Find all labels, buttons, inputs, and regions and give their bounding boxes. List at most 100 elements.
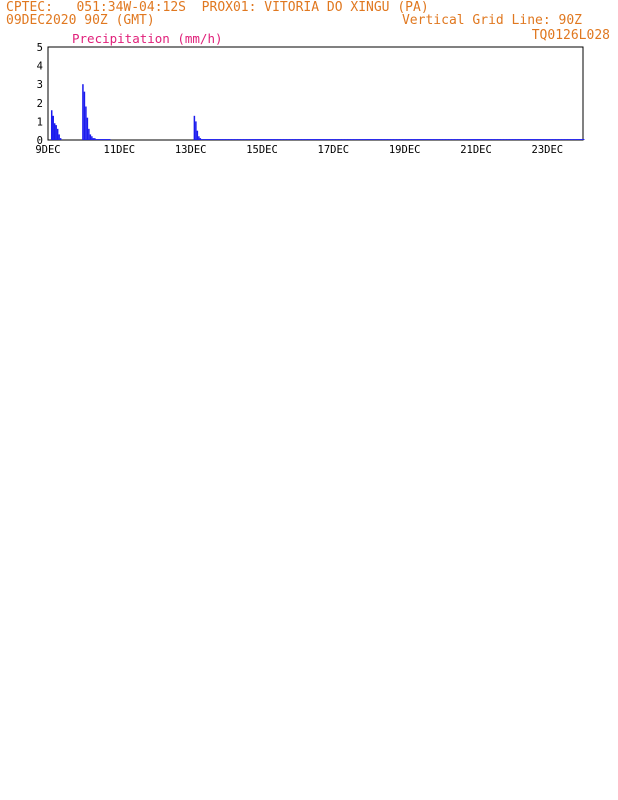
precip-bar bbox=[400, 139, 402, 140]
precip-bar bbox=[444, 139, 447, 140]
precip-bar bbox=[270, 139, 273, 140]
precip-bar bbox=[297, 139, 300, 140]
precip-bar bbox=[311, 139, 313, 140]
precip-bar bbox=[269, 139, 271, 140]
header-line1: CPTEC: 051:34W-04:12S PROX01: VITORIA DO… bbox=[6, 0, 429, 15]
precip-bar bbox=[207, 139, 209, 140]
precip-bar bbox=[480, 139, 482, 140]
precip-bar bbox=[266, 139, 268, 140]
precip-bar bbox=[413, 139, 416, 140]
precip-bar bbox=[208, 139, 210, 140]
precip-bar bbox=[195, 121, 197, 140]
precip-bar bbox=[416, 139, 419, 140]
precip-bar bbox=[97, 139, 99, 140]
precip-bar bbox=[276, 139, 279, 140]
precip-bar bbox=[551, 139, 554, 140]
precip-bar bbox=[196, 130, 199, 140]
precip-bar bbox=[318, 139, 320, 140]
precip-bar bbox=[486, 139, 488, 140]
precip-bar bbox=[513, 139, 515, 140]
x-tick: 17DEC bbox=[318, 144, 350, 156]
precip-bar bbox=[366, 139, 368, 140]
precip-bar bbox=[490, 139, 493, 140]
precip-bar bbox=[108, 139, 111, 140]
precip-bar bbox=[382, 139, 384, 140]
precip-bar bbox=[257, 139, 260, 140]
precip-bar bbox=[510, 139, 512, 140]
precip-bar bbox=[221, 139, 224, 140]
precip-bar bbox=[254, 139, 257, 140]
precip-bar bbox=[357, 139, 359, 140]
precip-bar bbox=[568, 139, 570, 140]
precip-bar bbox=[459, 139, 462, 140]
precip-bar bbox=[245, 139, 248, 140]
y-tick: 5 bbox=[37, 42, 43, 54]
precip-bar bbox=[385, 139, 387, 140]
precip-bar bbox=[342, 139, 344, 140]
precip-bar bbox=[55, 125, 57, 140]
precip-bar bbox=[204, 139, 206, 140]
header-model-id: TQ0126L028 bbox=[531, 28, 610, 43]
x-tick: 19DEC bbox=[389, 144, 421, 156]
precip-bar bbox=[193, 115, 196, 140]
precip-bar bbox=[361, 139, 364, 140]
precip-bar bbox=[309, 139, 312, 140]
precip-bar bbox=[235, 139, 237, 140]
precip-bar bbox=[493, 139, 496, 140]
precip-bar bbox=[425, 139, 427, 140]
precip-bar bbox=[395, 139, 398, 140]
precip-bar bbox=[483, 139, 485, 140]
precip-bar bbox=[565, 139, 567, 140]
precip-bar bbox=[279, 139, 282, 140]
precip-bar bbox=[56, 128, 59, 140]
precip-bar bbox=[291, 139, 294, 140]
precip-bar bbox=[346, 139, 349, 140]
precip-bar bbox=[550, 139, 552, 140]
precip-bar bbox=[251, 139, 254, 140]
precip-bar bbox=[440, 139, 442, 140]
precip-bar bbox=[487, 139, 490, 140]
precip-bar bbox=[202, 139, 205, 140]
precip-bar bbox=[95, 139, 98, 140]
precip-bar bbox=[250, 139, 252, 140]
precip-bar bbox=[560, 139, 563, 140]
precip-bar bbox=[398, 139, 401, 140]
precip-bar bbox=[337, 139, 340, 140]
precip-bar bbox=[58, 134, 60, 140]
precip-bar bbox=[107, 139, 109, 140]
precip-bar bbox=[583, 139, 585, 140]
precip-bar bbox=[369, 139, 371, 140]
precip-bar bbox=[212, 139, 215, 140]
precip-bar bbox=[581, 139, 584, 140]
precip-bar bbox=[360, 139, 362, 140]
header-run-time: 09DEC2020 90Z (GMT) bbox=[6, 13, 155, 28]
precip-bar bbox=[426, 139, 429, 140]
precip-bar bbox=[91, 136, 93, 140]
precip-bar bbox=[517, 139, 520, 140]
precip-bar bbox=[349, 139, 352, 140]
precip-bar bbox=[391, 139, 393, 140]
precipitation-panel: 0 1 2 3 4 5 9DEC 11DEC 13DEC 15DEC 17DEC 19DEC 21DEC… bbox=[35, 31, 585, 156]
precip-bar bbox=[94, 138, 96, 140]
precip-bar bbox=[529, 139, 531, 140]
precip-bar bbox=[415, 139, 417, 140]
precip-bar bbox=[316, 139, 319, 140]
precip-bar bbox=[284, 139, 286, 140]
precip-bar bbox=[428, 139, 430, 140]
precip-bar bbox=[566, 139, 569, 140]
precip-bar bbox=[539, 139, 542, 140]
precip-bar bbox=[505, 139, 508, 140]
precip-bar bbox=[498, 139, 500, 140]
precip-bar bbox=[412, 139, 414, 140]
precip-bar bbox=[330, 139, 332, 140]
precip-bar bbox=[376, 139, 378, 140]
y-tick: 2 bbox=[37, 98, 43, 110]
precip-bar bbox=[403, 139, 405, 140]
precip-bar bbox=[572, 139, 575, 140]
precip-bar bbox=[308, 139, 310, 140]
y-tick: 0 bbox=[37, 135, 43, 147]
precip-bar bbox=[481, 139, 484, 140]
precip-bar bbox=[244, 139, 246, 140]
precip-bar bbox=[437, 139, 439, 140]
precip-bar bbox=[406, 139, 408, 140]
